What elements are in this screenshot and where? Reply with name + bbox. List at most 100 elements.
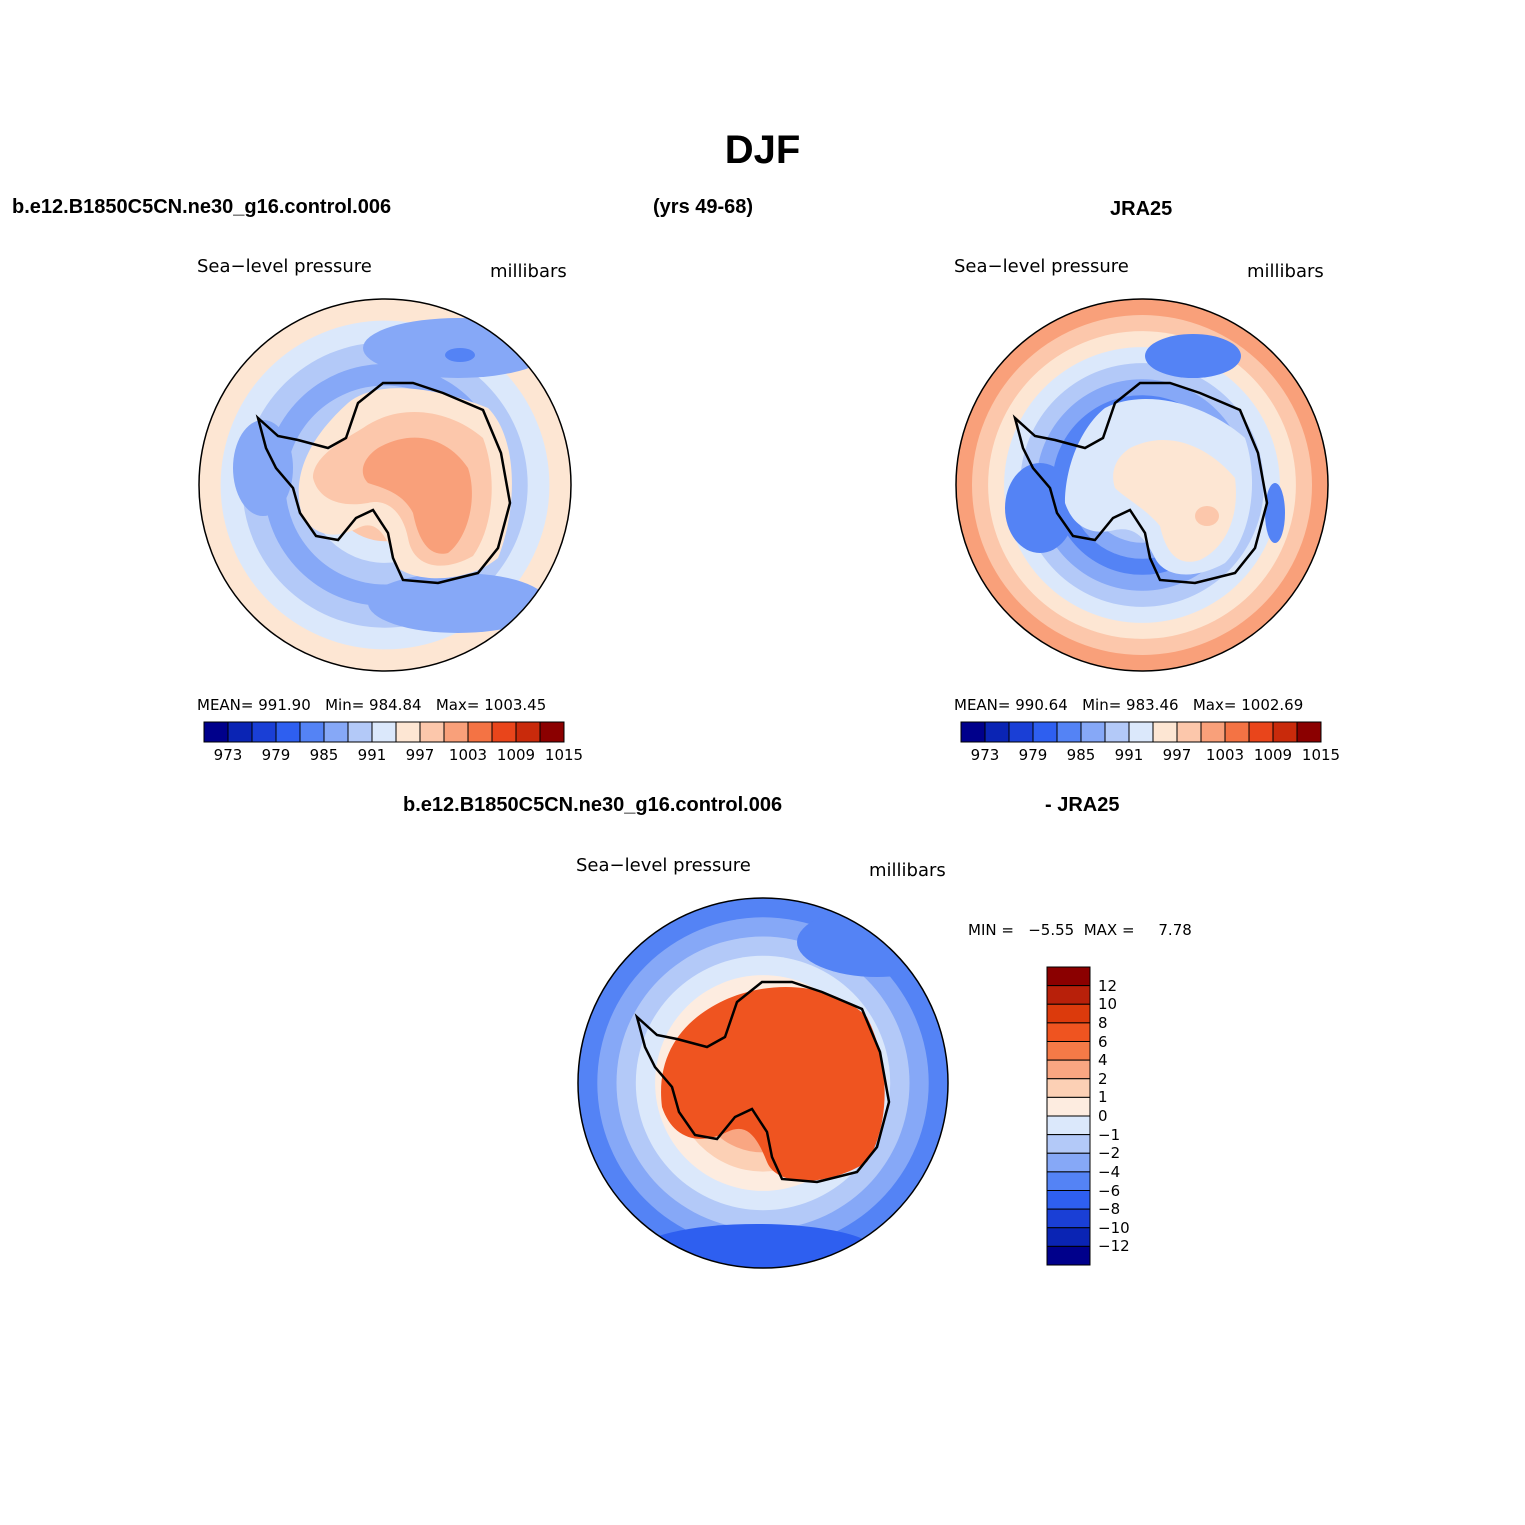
colorbar-box: [371, 721, 397, 743]
obs-stats: MEAN= 990.64 Min= 983.46 Max= 1002.69: [954, 696, 1304, 714]
colorbar-tick-label: 991: [357, 746, 387, 764]
obs-low-region-west: [1005, 463, 1075, 553]
colorbar-tick-label: 1003: [448, 746, 488, 764]
colorbar-box: [1056, 721, 1082, 743]
obs-interior-high: [1113, 439, 1236, 562]
colorbar-box: [984, 721, 1010, 743]
colorbar-box: [1296, 721, 1322, 743]
diff-low-region-south: [637, 1224, 877, 1268]
colorbar-box: [1248, 721, 1274, 743]
diff-colorbar-labels: 12 10 8 6 4 2 1 0 −1 −2 −4 −6 −8 −10 −12: [1098, 967, 1158, 1265]
diff-variable-label: Sea−level pressure: [576, 855, 751, 876]
obs-low-region-east: [1265, 483, 1285, 543]
colorbar-tick-label: 10: [1098, 995, 1118, 1014]
model-units-label: millibars: [490, 261, 567, 282]
colorbar-box: [467, 721, 493, 743]
colorbar-box: [1128, 721, 1154, 743]
colorbar-tick-label: 6: [1098, 1032, 1108, 1051]
obs-mean: 990.64: [1015, 696, 1068, 714]
model-low-core: [445, 348, 475, 362]
colorbar-box: [227, 721, 253, 743]
colorbar-tick-label: −4: [1098, 1162, 1121, 1181]
colorbar-tick-label: 8: [1098, 1013, 1108, 1032]
model-colorbar-labels: 973 979 985 991 997 1003 1009 1015: [204, 746, 583, 766]
colorbar-tick-label: 1015: [544, 746, 584, 764]
colorbar-box: [251, 721, 277, 743]
colorbar-box: [1032, 721, 1058, 743]
colorbar-box: [1152, 721, 1178, 743]
colorbar-tick-label: 1015: [1301, 746, 1341, 764]
diff-minmax: MIN = −5.55 MAX = 7.78: [968, 921, 1192, 939]
obs-antarctica-coastline: [1012, 381, 1269, 585]
diff-map-border: [577, 897, 949, 1269]
colorbar-tick-label: 991: [1114, 746, 1144, 764]
colorbar-box: [1046, 1059, 1091, 1080]
model-interior-high-3: [362, 437, 472, 554]
diff-case-label: b.e12.B1850C5CN.ne30_g16.control.006: [403, 794, 783, 816]
colorbar-tick-label: 1: [1098, 1088, 1108, 1107]
colorbar-box: [1272, 721, 1298, 743]
colorbar-box: [1008, 721, 1034, 743]
colorbar-tick-label: 973: [213, 746, 243, 764]
obs-map-border: [955, 298, 1329, 672]
colorbar-tick-label: 979: [1018, 746, 1048, 764]
colorbar-box: [323, 721, 349, 743]
model-low-region-south: [368, 573, 548, 633]
model-antarctica-coastline: [255, 381, 512, 585]
colorbar-box: [1046, 1208, 1091, 1229]
colorbar-box: [1046, 1041, 1091, 1061]
colorbar-tick-label: 985: [1066, 746, 1096, 764]
colorbar-box: [275, 721, 301, 743]
colorbar-box: [1046, 1134, 1091, 1154]
colorbar-tick-label: −10: [1098, 1218, 1130, 1237]
model-min: 984.84: [369, 696, 422, 714]
obs-interior-high-core: [1195, 506, 1219, 526]
colorbar-box: [1046, 1190, 1091, 1210]
obs-max: 1002.69: [1241, 696, 1304, 714]
diff-antarctica-coastline: [634, 980, 891, 1184]
colorbar-box: [419, 721, 445, 743]
colorbar-tick-label: 4: [1098, 1051, 1108, 1070]
colorbar-tick-label: 997: [405, 746, 435, 764]
colorbar-box: [491, 721, 517, 743]
obs-name-label: JRA25: [1110, 198, 1173, 220]
diff-polar-map: [577, 897, 949, 1269]
colorbar-tick-label: 2: [1098, 1069, 1108, 1088]
colorbar-box: [515, 721, 541, 743]
colorbar-box: [1046, 966, 1091, 987]
colorbar-tick-label: 973: [970, 746, 1000, 764]
colorbar-box: [539, 721, 565, 743]
obs-polar-map: [955, 298, 1329, 672]
colorbar-box: [1046, 1152, 1091, 1173]
colorbar-tick-label: 997: [1162, 746, 1192, 764]
colorbar-tick-label: 979: [261, 746, 291, 764]
obs-colorbar-labels: 973 979 985 991 997 1003 1009 1015: [961, 746, 1340, 766]
model-polar-map: [198, 298, 572, 672]
model-variable-label: Sea−level pressure: [197, 256, 372, 277]
diff-units-label: millibars: [869, 860, 946, 881]
diff-colorbar: [1046, 966, 1091, 1266]
colorbar-tick-label: 0: [1098, 1107, 1108, 1125]
colorbar-box: [1080, 721, 1106, 743]
model-low-region-west: [233, 420, 293, 516]
colorbar-box: [395, 721, 421, 743]
model-low-region-north: [363, 318, 553, 378]
colorbar-tick-label: 985: [309, 746, 339, 764]
colorbar-tick-label: −8: [1098, 1200, 1121, 1219]
model-map-border: [198, 298, 572, 672]
colorbar-box: [299, 721, 325, 743]
colorbar-box: [1046, 1078, 1091, 1098]
obs-units-label: millibars: [1247, 261, 1324, 282]
model-colorbar: [203, 721, 565, 743]
colorbar-box: [1224, 721, 1250, 743]
obs-min: 983.46: [1126, 696, 1179, 714]
colorbar-box: [960, 721, 986, 743]
colorbar-box: [1046, 1245, 1091, 1266]
colorbar-tick-label: −6: [1098, 1181, 1121, 1200]
obs-variable-label: Sea−level pressure: [954, 256, 1129, 277]
colorbar-tick-label: 1009: [496, 746, 536, 764]
colorbar-box: [203, 721, 229, 743]
colorbar-box: [1104, 721, 1130, 743]
colorbar-box: [1046, 1096, 1091, 1117]
colorbar-box: [1046, 1022, 1091, 1043]
